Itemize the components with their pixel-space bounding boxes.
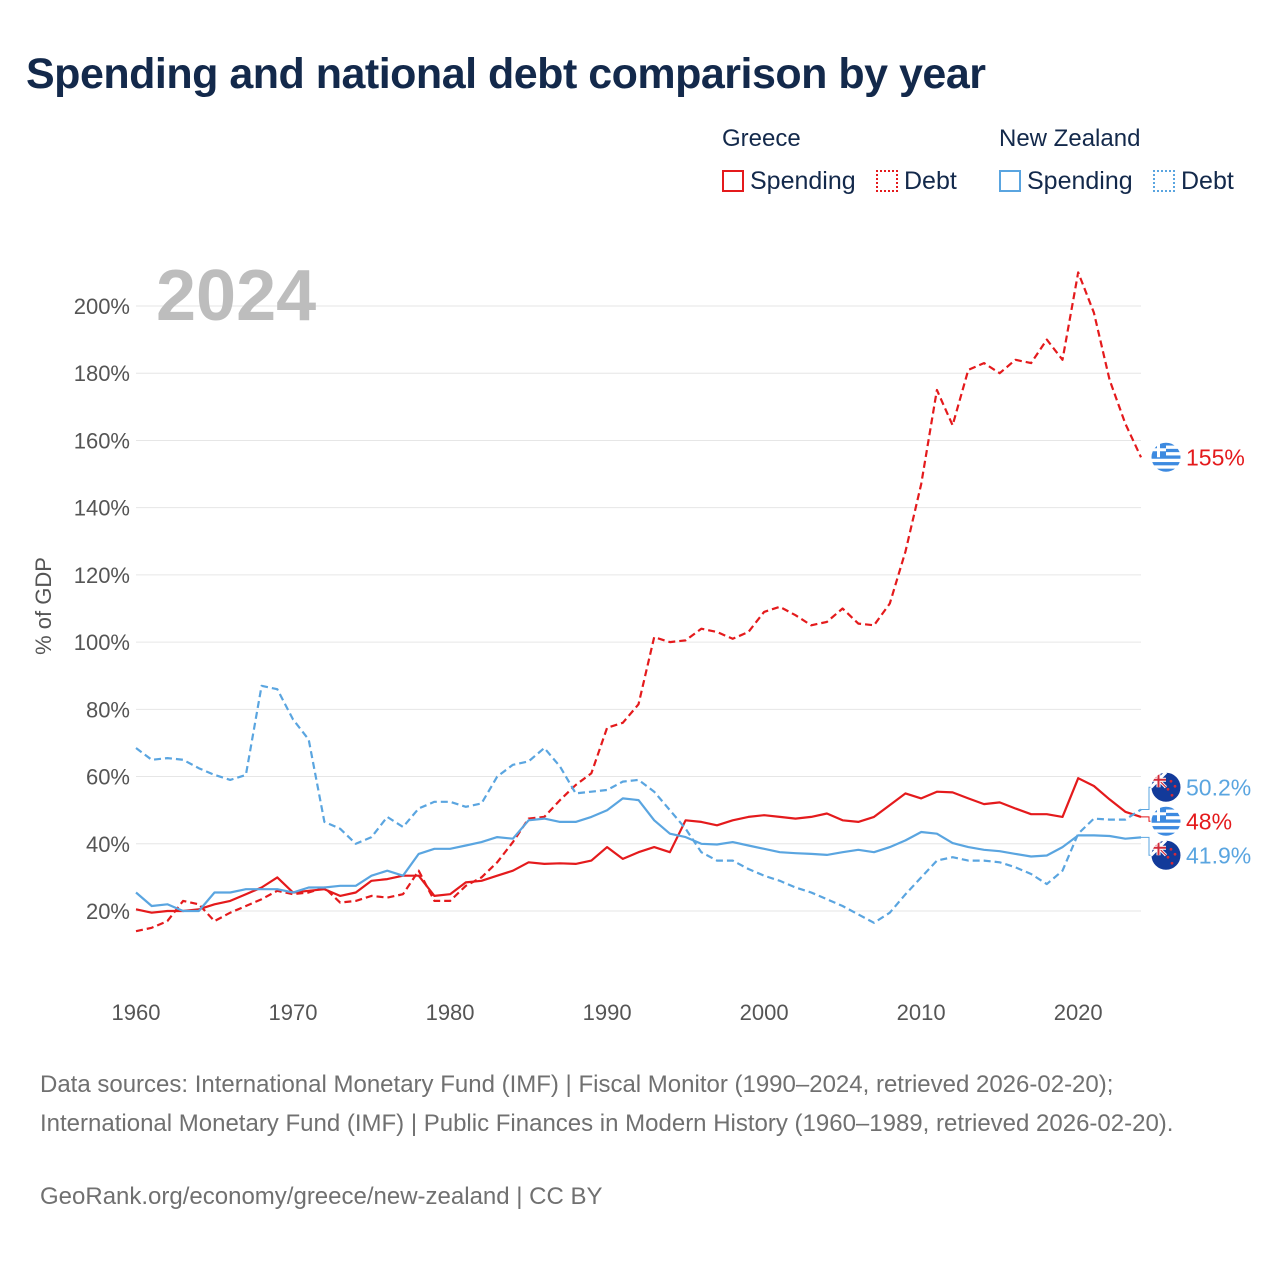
x-tick-label-2020: 2020 xyxy=(1054,1000,1103,1025)
x-tick-label-1990: 1990 xyxy=(583,1000,632,1025)
legend-swatch-dotted-icon xyxy=(876,170,898,192)
legend-swatch-solid-icon xyxy=(999,170,1021,192)
series-line-greece-debt xyxy=(135,271,1142,933)
y-tick-label-200: 200% xyxy=(74,294,130,319)
legend-group-new-zealand: New Zealand xyxy=(999,125,1141,152)
y-tick-label-40: 40% xyxy=(86,832,130,857)
legend-greece-debt[interactable]: Debt xyxy=(876,166,957,196)
series-line-new-zealand-spending xyxy=(135,797,1142,913)
y-tick-label-20: 20% xyxy=(86,899,130,924)
x-tick-label-1960: 1960 xyxy=(112,1000,161,1025)
series-layer xyxy=(135,271,1142,933)
end-label-text: 155% xyxy=(1186,444,1245,470)
end-label-greece-debt: 155% xyxy=(1150,441,1245,473)
end-label-connector xyxy=(1141,836,1151,856)
legend-label: Debt xyxy=(1181,166,1234,195)
x-tick-label-2010: 2010 xyxy=(897,1000,946,1025)
y-tick-label-60: 60% xyxy=(86,765,130,790)
y-tick-label-180: 180% xyxy=(74,361,130,386)
credit-link[interactable]: GeoRank.org/economy/greece/new-zealand |… xyxy=(40,1183,603,1210)
end-label-new-zealand-spending: 41.9% xyxy=(1141,836,1251,871)
greece-flag-icon xyxy=(1151,442,1181,473)
series-line-greece-spending xyxy=(135,777,1142,914)
legend-group-greece: Greece xyxy=(722,125,801,152)
line-chart: 20% 40% 60% 80% 100% 120% 140% 160% 180% 200% 1960… xyxy=(31,271,1251,1025)
legend-label: Debt xyxy=(904,166,957,195)
y-tick-label-100: 100% xyxy=(74,630,130,655)
end-label-new-zealand-debt: 50.2% xyxy=(1141,771,1251,810)
legend-new-zealand-debt[interactable]: Debt xyxy=(1153,166,1234,196)
y-axis-title: % of GDP xyxy=(31,557,56,655)
legend-swatch-dotted-icon xyxy=(1153,170,1175,192)
end-label-text: 41.9% xyxy=(1186,842,1251,868)
axis-layer: 20% 40% 60% 80% 100% 120% 140% 160% 180% 200% 1960… xyxy=(31,294,1103,1025)
new-zealand-flag-icon xyxy=(1151,840,1181,871)
year-label: 2024 xyxy=(156,256,317,336)
y-tick-label-160: 160% xyxy=(74,428,130,453)
greece-flag-icon xyxy=(1151,806,1181,837)
legend-greece-spending[interactable]: Spending xyxy=(722,166,856,196)
end-label-text: 48% xyxy=(1186,808,1232,834)
series-line-new-zealand-debt xyxy=(135,684,1142,924)
legend-label: Spending xyxy=(1027,166,1133,195)
x-tick-label-2000: 2000 xyxy=(740,1000,789,1025)
end-label-text: 50.2% xyxy=(1186,774,1251,800)
legend-swatch-solid-icon xyxy=(722,170,744,192)
legend-new-zealand-spending[interactable]: Spending xyxy=(999,166,1133,196)
end-label-connector xyxy=(1141,786,1151,810)
y-tick-label-120: 120% xyxy=(74,563,130,588)
x-tick-label-1970: 1970 xyxy=(269,1000,318,1025)
source-text: Data sources: International Monetary Fun… xyxy=(40,1071,1174,1137)
legend-label: Spending xyxy=(750,166,856,195)
new-zealand-flag-icon xyxy=(1151,772,1181,803)
end-label-connector xyxy=(1141,816,1151,822)
grid-layer xyxy=(136,305,1141,912)
end-labels-layer: 155% 50.2% 48% 41.9% xyxy=(1141,441,1251,871)
chart-title: Spending and national debt comparison by… xyxy=(26,50,986,98)
end-label-greece-spending: 48% xyxy=(1141,805,1232,837)
x-tick-label-1980: 1980 xyxy=(426,1000,475,1025)
y-tick-label-80: 80% xyxy=(86,697,130,722)
y-tick-label-140: 140% xyxy=(74,496,130,521)
